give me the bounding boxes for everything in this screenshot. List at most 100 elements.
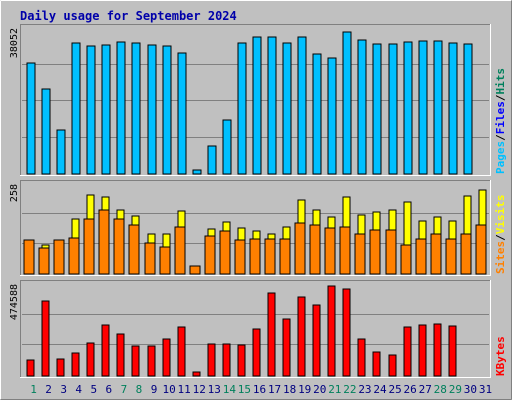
day-label-17: 17: [268, 383, 281, 396]
panel-kbytes-max-label: 474588: [9, 284, 20, 320]
bar-requests-pages-day-24: [372, 43, 382, 175]
bar-visits-sites-day-11: [174, 226, 186, 275]
bar-visits-sites-day-3: [53, 239, 65, 275]
bar-kbytes-kbytes-day-27: [418, 324, 427, 377]
bar-requests-pages-day-5: [86, 45, 96, 175]
bar-requests-pages-day-17: [267, 36, 277, 175]
bar-visits-sites-day-12: [189, 265, 201, 275]
bar-visits-sites-day-8: [128, 224, 140, 275]
day-label-2: 2: [45, 383, 52, 396]
bar-kbytes-kbytes-day-6: [101, 324, 110, 377]
bar-visits-sites-day-24: [369, 229, 381, 275]
bar-visits-sites-day-23: [354, 233, 366, 275]
bar-kbytes-kbytes-day-16: [252, 328, 261, 377]
legend-kbytes: KBytes: [494, 336, 507, 376]
bar-requests-pages-day-10: [162, 45, 172, 175]
bar-kbytes-kbytes-day-26: [403, 326, 412, 377]
bar-kbytes-kbytes-day-23: [357, 338, 366, 377]
day-label-9: 9: [151, 383, 158, 396]
bar-visits-sites-day-26: [400, 244, 412, 275]
bar-requests-pages-day-26: [403, 41, 413, 175]
bar-requests-pages-day-4: [71, 42, 81, 175]
day-label-1: 1: [30, 383, 37, 396]
bar-visits-sites-day-2: [38, 247, 50, 275]
bar-kbytes-kbytes-day-1: [26, 359, 35, 377]
bar-visits-sites-day-10: [159, 246, 171, 275]
bar-requests-pages-day-21: [327, 57, 337, 175]
bar-kbytes-kbytes-day-29: [448, 325, 457, 377]
bar-requests-pages-day-6: [101, 44, 111, 175]
bar-kbytes-kbytes-day-18: [282, 318, 291, 377]
legend-pages: Pages: [494, 141, 507, 174]
bar-requests-pages-day-8: [131, 42, 141, 175]
bar-requests-pages-day-9: [147, 44, 157, 175]
bar-kbytes-kbytes-day-28: [433, 323, 442, 377]
bar-kbytes-kbytes-day-14: [222, 343, 231, 377]
bar-kbytes-kbytes-day-22: [342, 288, 351, 377]
bar-requests-pages-day-27: [418, 40, 428, 175]
day-axis: 1 2 3 4 5 6 7 8 9 10 11 12 13 14 15 16 17 18 19 20 21 22 23 24 2…: [30, 383, 492, 396]
bar-requests-pages-day-16: [252, 36, 262, 175]
day-label-4: 4: [75, 383, 82, 396]
day-label-8: 8: [136, 383, 143, 396]
bar-visits-sites-day-6: [98, 209, 110, 275]
day-label-24: 24: [373, 383, 387, 396]
bar-kbytes-kbytes-day-12: [192, 371, 201, 377]
bar-kbytes-kbytes-day-15: [237, 344, 246, 377]
day-label-25: 25: [388, 383, 401, 396]
day-label-20: 20: [313, 383, 326, 396]
bar-requests-pages-day-18: [282, 42, 292, 175]
bar-kbytes-kbytes-day-24: [372, 351, 381, 377]
bar-visits-sites-day-16: [249, 238, 261, 275]
bar-requests-pages-day-25: [388, 43, 398, 175]
bar-kbytes-kbytes-day-17: [267, 292, 276, 377]
day-label-21: 21: [328, 383, 341, 396]
day-label-11: 11: [178, 383, 191, 396]
bar-visits-sites-day-27: [415, 238, 427, 275]
bar-requests-pages-day-12: [192, 169, 202, 175]
bar-kbytes-kbytes-day-20: [312, 304, 321, 377]
bar-requests-pages-day-7: [116, 41, 126, 175]
bar-requests-pages-day-15: [237, 42, 247, 175]
legend-sites: Sites: [494, 241, 507, 274]
bar-visits-sites-day-19: [294, 222, 306, 275]
day-label-18: 18: [283, 383, 296, 396]
bar-kbytes-kbytes-day-25: [388, 354, 397, 377]
bar-kbytes-kbytes-day-21: [327, 285, 336, 377]
bar-visits-sites-day-25: [385, 229, 397, 275]
day-label-10: 10: [162, 383, 175, 396]
bar-visits-sites-day-18: [279, 238, 291, 275]
bar-kbytes-kbytes-day-13: [207, 343, 216, 377]
bar-visits-sites-day-5: [83, 218, 95, 275]
bar-requests-pages-day-2: [41, 88, 51, 175]
day-label-27: 27: [419, 383, 432, 396]
bar-requests-pages-day-14: [222, 119, 232, 175]
legend-separator: /: [494, 234, 507, 241]
bar-visits-sites-day-29: [445, 238, 457, 275]
bar-requests-pages-day-22: [342, 31, 352, 175]
panel-requests-legend: Pages/Files/Hits: [494, 68, 507, 174]
bar-kbytes-kbytes-day-8: [131, 345, 140, 377]
bar-requests-pages-day-13: [207, 145, 217, 175]
bar-kbytes-kbytes-day-4: [71, 352, 80, 377]
day-label-23: 23: [358, 383, 371, 396]
chart-title: Daily usage for September 2024: [20, 9, 237, 23]
legend-hits: Hits: [494, 68, 507, 95]
panel-visits: 258 Sites/Visits: [9, 180, 507, 276]
day-label-13: 13: [208, 383, 221, 396]
bar-visits-sites-day-28: [430, 233, 442, 275]
bar-visits-sites-day-13: [204, 235, 216, 275]
panel-requests-max-label: 38052: [9, 28, 20, 58]
day-label-22: 22: [343, 383, 356, 396]
bar-kbytes-kbytes-day-11: [177, 326, 186, 377]
day-label-30: 30: [464, 383, 477, 396]
bar-requests-pages-day-3: [56, 129, 66, 175]
bar-requests-pages-day-19: [297, 36, 307, 175]
day-label-5: 5: [90, 383, 97, 396]
bar-kbytes-kbytes-day-5: [86, 342, 95, 377]
bar-visits-sites-day-22: [339, 226, 351, 275]
bar-visits-sites-day-4: [68, 237, 80, 275]
day-label-6: 6: [106, 383, 113, 396]
